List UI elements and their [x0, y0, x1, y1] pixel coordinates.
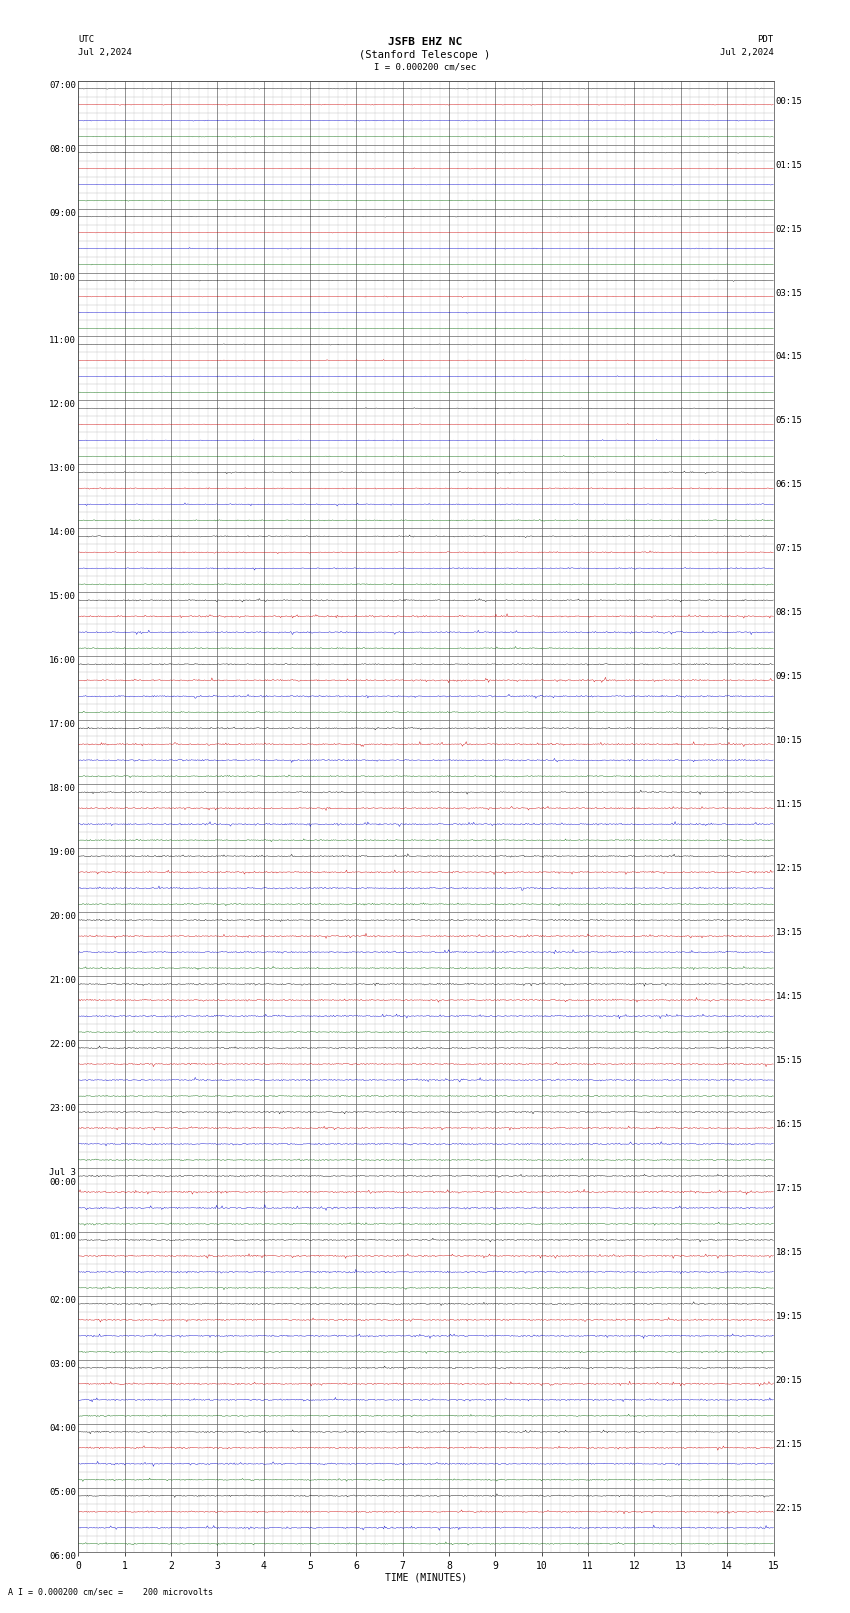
Text: 18:15: 18:15	[775, 1248, 802, 1257]
Text: 02:00: 02:00	[49, 1295, 76, 1305]
Text: 09:00: 09:00	[49, 208, 76, 218]
Text: 22:00: 22:00	[49, 1040, 76, 1048]
Text: PDT: PDT	[757, 35, 774, 45]
Text: 21:00: 21:00	[49, 976, 76, 986]
Text: 16:15: 16:15	[775, 1119, 802, 1129]
Text: 05:15: 05:15	[775, 416, 802, 426]
Text: 21:15: 21:15	[775, 1440, 802, 1448]
Text: 10:00: 10:00	[49, 273, 76, 282]
Text: 08:15: 08:15	[775, 608, 802, 618]
Text: 07:15: 07:15	[775, 544, 802, 553]
Text: 11:00: 11:00	[49, 337, 76, 345]
Text: 18:00: 18:00	[49, 784, 76, 794]
Text: A I = 0.000200 cm/sec =    200 microvolts: A I = 0.000200 cm/sec = 200 microvolts	[8, 1587, 213, 1597]
Text: Jul 2,2024: Jul 2,2024	[78, 48, 132, 58]
Text: Jul 3
00:00: Jul 3 00:00	[49, 1168, 76, 1187]
Text: 01:15: 01:15	[775, 161, 802, 169]
Text: 08:00: 08:00	[49, 145, 76, 153]
Text: 03:15: 03:15	[775, 289, 802, 297]
Text: 12:15: 12:15	[775, 865, 802, 873]
Text: 20:00: 20:00	[49, 911, 76, 921]
Text: 17:00: 17:00	[49, 721, 76, 729]
Text: 17:15: 17:15	[775, 1184, 802, 1194]
Text: I = 0.000200 cm/sec: I = 0.000200 cm/sec	[374, 63, 476, 73]
Text: 12:00: 12:00	[49, 400, 76, 410]
Text: 15:00: 15:00	[49, 592, 76, 602]
Text: 13:15: 13:15	[775, 927, 802, 937]
Text: 04:15: 04:15	[775, 353, 802, 361]
Text: 16:00: 16:00	[49, 656, 76, 665]
Text: 15:15: 15:15	[775, 1057, 802, 1065]
Text: 02:15: 02:15	[775, 224, 802, 234]
Text: 22:15: 22:15	[775, 1503, 802, 1513]
Text: 00:15: 00:15	[775, 97, 802, 105]
Text: 19:15: 19:15	[775, 1311, 802, 1321]
Text: 10:15: 10:15	[775, 736, 802, 745]
Text: 01:00: 01:00	[49, 1232, 76, 1240]
Text: Jul 2,2024: Jul 2,2024	[720, 48, 774, 58]
Text: 14:15: 14:15	[775, 992, 802, 1002]
Text: 05:00: 05:00	[49, 1487, 76, 1497]
Text: 23:00: 23:00	[49, 1103, 76, 1113]
Text: 11:15: 11:15	[775, 800, 802, 810]
Text: (Stanford Telescope ): (Stanford Telescope )	[360, 50, 490, 60]
Text: 07:00: 07:00	[49, 81, 76, 90]
Text: 14:00: 14:00	[49, 529, 76, 537]
Text: 19:00: 19:00	[49, 848, 76, 857]
Text: 06:00: 06:00	[49, 1552, 76, 1561]
Text: 09:15: 09:15	[775, 673, 802, 681]
Text: UTC: UTC	[78, 35, 94, 45]
Text: 04:00: 04:00	[49, 1424, 76, 1432]
Text: JSFB EHZ NC: JSFB EHZ NC	[388, 37, 462, 47]
Text: 03:00: 03:00	[49, 1360, 76, 1369]
Text: 06:15: 06:15	[775, 481, 802, 489]
Text: 20:15: 20:15	[775, 1376, 802, 1386]
Text: 13:00: 13:00	[49, 465, 76, 473]
X-axis label: TIME (MINUTES): TIME (MINUTES)	[385, 1573, 467, 1582]
